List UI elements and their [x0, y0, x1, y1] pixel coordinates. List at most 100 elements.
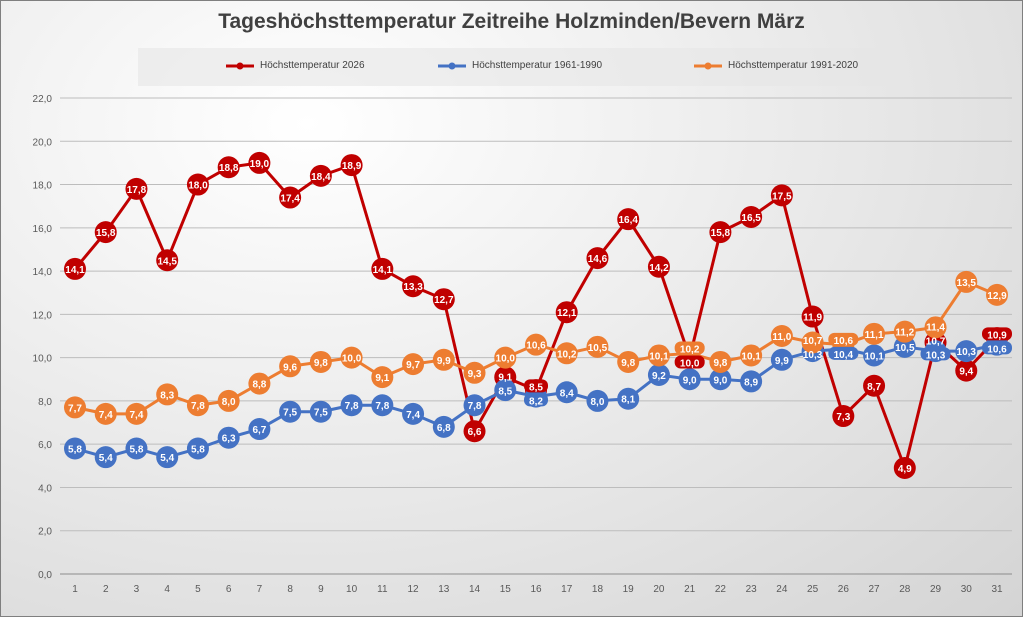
data-point	[709, 221, 732, 244]
data-point	[494, 379, 517, 402]
data-label: 7,4	[130, 410, 144, 421]
x-tick-label: 7	[257, 584, 263, 595]
data-point	[924, 316, 947, 339]
data-label-tag	[920, 347, 951, 361]
data-label: 6,8	[437, 423, 451, 434]
data-label: 6,6	[468, 427, 482, 438]
data-label: 10,1	[741, 351, 761, 362]
data-label: 17,5	[772, 191, 792, 202]
y-tick-label: 18,0	[33, 181, 53, 192]
data-label: 10,0	[342, 354, 362, 365]
data-label: 6,3	[222, 434, 236, 445]
data-point	[279, 186, 302, 209]
data-point	[801, 305, 824, 328]
data-label: 12,9	[987, 291, 1007, 302]
x-tick-label: 24	[776, 584, 788, 595]
data-label-tag	[982, 341, 1012, 355]
data-label: 16,4	[618, 215, 638, 226]
data-point	[986, 283, 1008, 306]
data-point	[156, 249, 179, 272]
data-point	[955, 270, 978, 293]
data-point	[94, 402, 117, 425]
data-label: 8,0	[222, 397, 236, 408]
data-label: 10,3	[926, 350, 946, 361]
x-tick-label: 30	[961, 584, 973, 595]
data-point	[617, 350, 640, 373]
data-label: 14,1	[65, 265, 85, 276]
data-point	[555, 301, 578, 324]
x-tick-label: 8	[287, 584, 293, 595]
data-point	[494, 346, 517, 369]
data-point	[94, 221, 117, 244]
data-label: 7,5	[283, 408, 297, 419]
data-label: 7,8	[345, 401, 359, 412]
data-label: 18,4	[311, 172, 331, 183]
x-tick-label: 16	[530, 584, 542, 595]
x-tick-label: 22	[715, 584, 727, 595]
data-label-tag	[828, 332, 859, 346]
x-tick-label: 27	[869, 584, 881, 595]
data-label: 18,8	[219, 163, 239, 174]
data-point	[617, 208, 640, 231]
y-tick-label: 20,0	[33, 137, 53, 148]
data-label: 9,1	[375, 373, 389, 384]
data-label: 7,4	[99, 410, 113, 421]
data-point	[371, 257, 394, 280]
data-point	[432, 415, 455, 438]
data-point	[770, 325, 793, 347]
data-label: 14,1	[373, 265, 393, 276]
data-label-tag	[524, 379, 548, 393]
y-tick-label: 2,0	[38, 527, 52, 538]
x-tick-label: 25	[807, 584, 819, 595]
data-point	[555, 381, 578, 404]
data-label-tag	[982, 327, 1012, 341]
data-label: 8,2	[529, 396, 543, 407]
data-point	[586, 389, 609, 412]
data-point	[279, 400, 302, 423]
data-label: 9,4	[959, 367, 973, 378]
data-point	[586, 247, 609, 270]
data-point	[525, 333, 547, 356]
x-tick-label: 20	[653, 584, 665, 595]
x-tick-label: 17	[561, 584, 573, 595]
x-tick-label: 9	[318, 584, 324, 595]
data-point	[740, 370, 763, 393]
data-point	[770, 184, 793, 207]
data-label: 9,3	[468, 369, 482, 380]
data-point	[402, 275, 425, 298]
x-tick-label: 1	[72, 584, 78, 595]
data-label: 9,7	[406, 360, 420, 371]
data-point	[217, 426, 240, 449]
data-label: 9,8	[314, 358, 328, 369]
data-label: 14,6	[588, 254, 608, 265]
x-tick-label: 13	[438, 584, 450, 595]
x-tick-label: 21	[684, 584, 696, 595]
data-label: 11,0	[772, 332, 791, 343]
data-label: 10,0	[496, 354, 516, 365]
legend-item: Höchsttemperatur 1991-2020	[694, 60, 858, 71]
data-label: 8,5	[529, 382, 543, 393]
data-point	[893, 320, 916, 343]
data-label: 17,4	[280, 194, 300, 205]
data-label: 11,4	[926, 322, 945, 333]
data-label: 9,8	[621, 358, 635, 369]
data-point	[863, 322, 886, 345]
data-label: 7,7	[68, 403, 82, 414]
data-label: 16,5	[741, 213, 761, 224]
data-label: 10,3	[957, 347, 977, 358]
data-point	[125, 177, 148, 200]
data-label: 13,3	[403, 282, 423, 293]
y-tick-label: 22,0	[33, 94, 53, 105]
x-tick-label: 19	[623, 584, 635, 595]
data-point	[463, 394, 486, 417]
data-point	[863, 344, 886, 367]
data-label: 9,0	[713, 375, 727, 386]
data-label: 18,9	[342, 161, 362, 172]
data-label: 12,1	[557, 308, 577, 319]
data-label: 7,8	[375, 401, 389, 412]
x-tick-label: 3	[134, 584, 140, 595]
data-point	[955, 340, 978, 363]
data-label: 10,5	[588, 343, 608, 354]
